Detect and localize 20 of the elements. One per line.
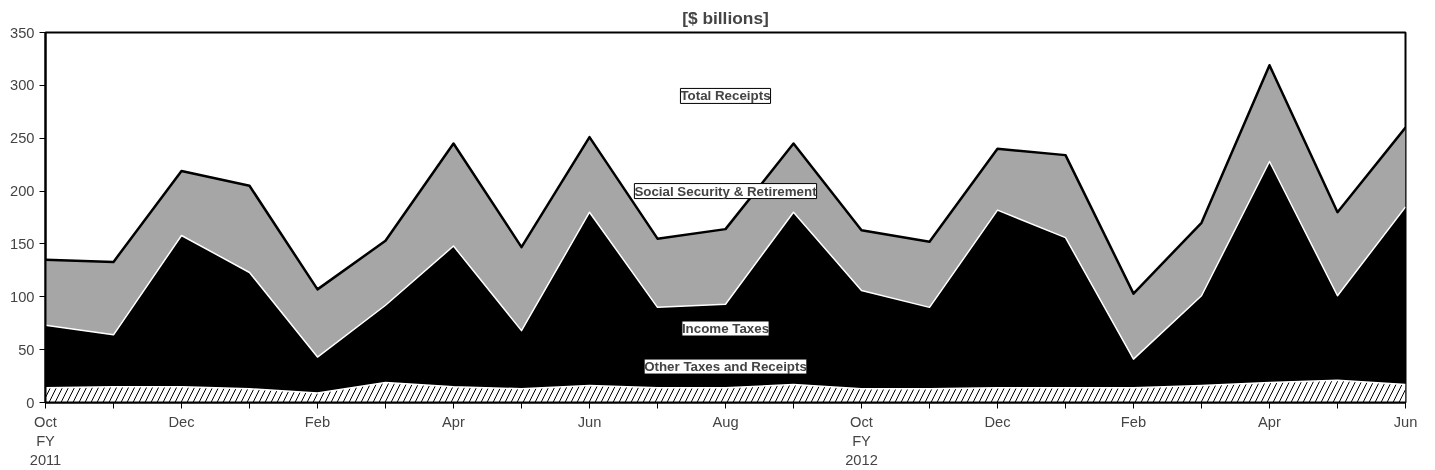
y-tick-label: 300 [10,77,35,94]
y-tick-label: 150 [10,235,35,252]
x-tick-label: Apr [1258,413,1282,430]
x-tick-label: Feb [1120,413,1147,430]
x-tick-label: Oct FY 2011 [29,413,62,468]
y-tick-label: 100 [10,288,35,305]
y-tick-label: 0 [26,394,35,411]
x-tick-label: Apr [442,413,466,430]
x-tick-label: Aug [712,413,739,430]
y-tick-label: 350 [10,24,35,41]
x-tick-label: Jun [1393,413,1418,430]
x-tick-label: Feb [304,413,331,430]
y-tick-label: 50 [18,341,35,358]
chart-title: [$ billions] [682,7,769,28]
x-tick-label: Jun [577,413,602,430]
y-tick-label: 250 [10,130,35,147]
x-tick-label: Oct FY 2012 [845,413,878,468]
x-tick-label: Dec [168,413,195,430]
y-tick-label: 200 [10,183,35,200]
x-tick-label: Dec [984,413,1011,430]
